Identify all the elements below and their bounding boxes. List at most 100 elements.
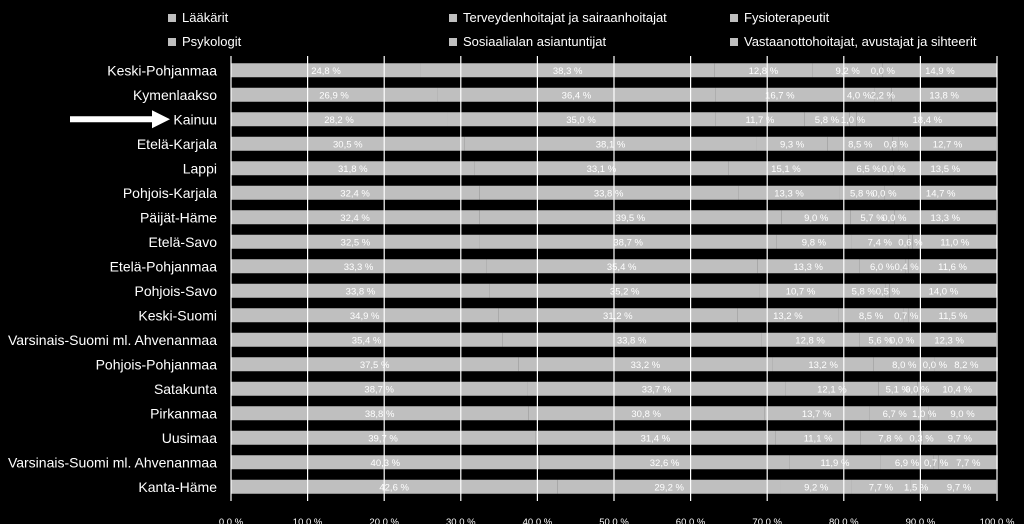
bar-segment bbox=[502, 332, 762, 347]
category-label: Lappi bbox=[183, 160, 217, 176]
category-label: Uusimaa bbox=[162, 430, 217, 446]
data-label: 14,9 % bbox=[925, 66, 955, 77]
data-label: 12,7 % bbox=[933, 139, 963, 150]
bar-segment bbox=[908, 308, 997, 323]
data-label: 10,7 % bbox=[786, 286, 816, 297]
bar-segment bbox=[231, 112, 448, 127]
data-label: 0,0 % bbox=[890, 335, 915, 346]
bar-segment bbox=[231, 381, 528, 396]
data-label: 9,0 % bbox=[950, 409, 975, 420]
data-label: 8,2 % bbox=[954, 360, 979, 371]
category-label: Etelä-Pohjanmaa bbox=[110, 258, 218, 274]
data-label: 33,8 % bbox=[346, 286, 376, 297]
bar-segment bbox=[917, 381, 997, 396]
data-label: 33,8 % bbox=[594, 188, 624, 199]
data-label: 7,4 % bbox=[868, 237, 893, 248]
x-tick-label: 70,0 % bbox=[752, 517, 782, 524]
data-label: 34,9 % bbox=[350, 311, 380, 322]
bar-segment bbox=[761, 332, 860, 347]
bar-segment bbox=[231, 234, 480, 249]
data-label: 6,7 % bbox=[883, 409, 908, 420]
data-label: 13,7 % bbox=[802, 409, 832, 420]
bar-segment bbox=[479, 234, 777, 249]
data-label: 26,9 % bbox=[319, 90, 349, 101]
data-label: 1,5 % bbox=[904, 482, 929, 493]
data-label: 38,7 % bbox=[364, 384, 394, 395]
data-label: 15,1 % bbox=[771, 164, 801, 175]
bar-segment bbox=[922, 430, 997, 445]
data-label: 38,8 % bbox=[365, 409, 395, 420]
bar-segment bbox=[804, 112, 850, 127]
data-label: 0,7 % bbox=[924, 458, 949, 469]
legend-swatch bbox=[449, 37, 457, 46]
legend-swatch bbox=[730, 37, 738, 46]
data-label: 8,5 % bbox=[859, 311, 884, 322]
highlight-arrow-icon bbox=[70, 110, 170, 129]
bar-segment bbox=[933, 455, 939, 470]
bar-segment bbox=[910, 479, 922, 494]
bar-segment bbox=[859, 332, 903, 347]
bar-segment bbox=[812, 63, 883, 78]
bar-segment bbox=[231, 308, 499, 323]
data-label: 11,1 % bbox=[804, 433, 833, 444]
data-label: 37,5 % bbox=[360, 360, 390, 371]
bar-segment bbox=[789, 455, 881, 470]
bar-segment bbox=[759, 283, 842, 298]
bar-segment bbox=[715, 87, 844, 102]
bar-segment bbox=[780, 479, 852, 494]
bar-segment bbox=[437, 87, 716, 102]
bar-row bbox=[231, 112, 998, 127]
bar-segment bbox=[859, 259, 906, 274]
bar-segment bbox=[775, 430, 861, 445]
bar-segment bbox=[498, 308, 738, 323]
data-label: 0,7 % bbox=[894, 311, 919, 322]
x-tick-label: 100,0 % bbox=[980, 517, 1015, 524]
legend-item: Terveydenhoitajat ja sairaanhoitajat bbox=[449, 10, 667, 25]
x-tick-label: 20,0 % bbox=[369, 517, 399, 524]
bar-segment bbox=[928, 406, 997, 421]
bar-segment bbox=[527, 381, 786, 396]
data-label: 11,9 % bbox=[821, 458, 850, 469]
data-label: 0,0 % bbox=[923, 360, 948, 371]
category-label: Päijät-Häme bbox=[140, 209, 217, 225]
bar-segment bbox=[489, 283, 760, 298]
legend-label: Lääkärit bbox=[182, 10, 229, 25]
bar-row bbox=[231, 87, 997, 102]
data-label: 35,0 % bbox=[566, 115, 596, 126]
bar-row bbox=[231, 479, 997, 494]
bar-segment bbox=[869, 406, 921, 421]
legend-label: Psykologit bbox=[182, 34, 242, 49]
bar-segment bbox=[920, 430, 923, 445]
data-label: 9,0 % bbox=[804, 213, 829, 224]
bar-row bbox=[231, 406, 997, 421]
bar-segment bbox=[934, 357, 998, 372]
bar-segment bbox=[518, 357, 773, 372]
x-tick-label: 40,0 % bbox=[523, 517, 553, 524]
category-label: Etelä-Savo bbox=[149, 234, 218, 250]
bar-segment bbox=[850, 210, 895, 225]
data-label: 39,5 % bbox=[616, 213, 646, 224]
bar-segment bbox=[737, 308, 839, 323]
data-label: 32,4 % bbox=[340, 213, 370, 224]
legend-label: Vastaanottohoitajat, avustajat ja sihtee… bbox=[744, 34, 977, 49]
data-label: 13,2 % bbox=[808, 360, 838, 371]
category-label: Pohjois-Karjala bbox=[123, 185, 217, 201]
data-label: 0,5 % bbox=[876, 286, 901, 297]
bar-segment bbox=[891, 87, 997, 102]
data-label: 9,7 % bbox=[948, 433, 973, 444]
legend-swatch bbox=[449, 13, 457, 22]
bar-segment bbox=[851, 479, 911, 494]
bar-segment bbox=[921, 479, 997, 494]
bar-segment bbox=[841, 283, 886, 298]
data-label: 0,4 % bbox=[894, 262, 919, 273]
data-label: 0,0 % bbox=[872, 188, 897, 199]
data-label: 18,4 % bbox=[913, 115, 943, 126]
bar-segment bbox=[715, 112, 805, 127]
category-label: Pohjois-Pohjanmaa bbox=[96, 356, 218, 372]
category-label: Kanta-Häme bbox=[138, 479, 217, 495]
data-label: 11,7 % bbox=[745, 115, 774, 126]
data-label: 38,7 % bbox=[613, 237, 643, 248]
bar-segment bbox=[873, 357, 935, 372]
data-label: 39,7 % bbox=[368, 433, 398, 444]
bar-segment bbox=[728, 161, 844, 176]
